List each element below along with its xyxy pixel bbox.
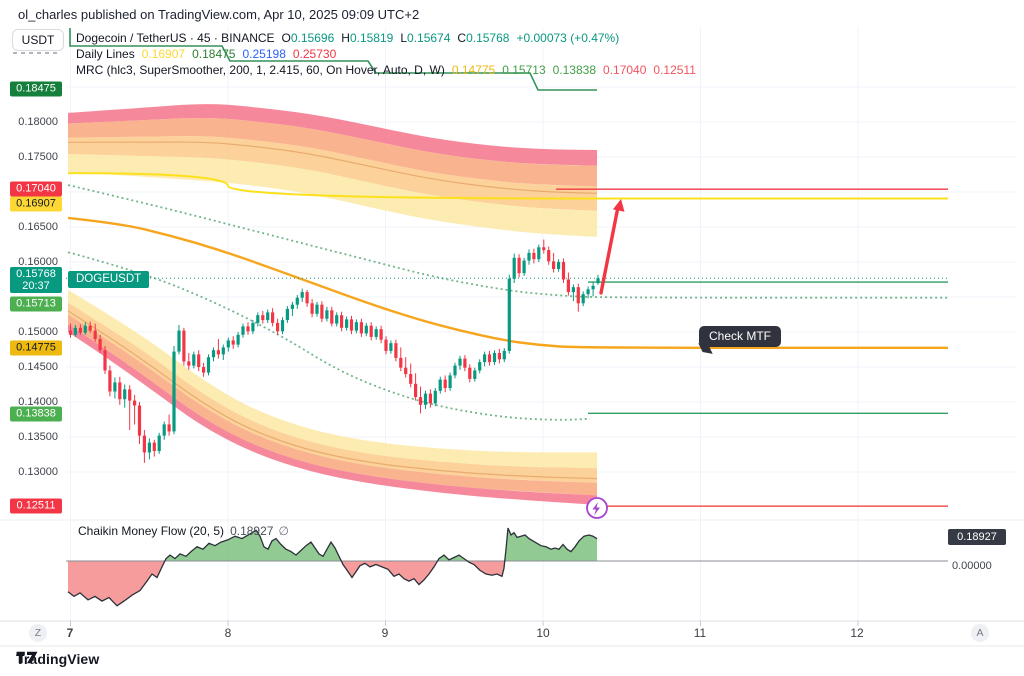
price-axis-label: 0.15000 bbox=[18, 326, 58, 338]
symbol-title: Dogecoin / TetherUS · 45 · BINANCE bbox=[76, 31, 275, 45]
currency-toggle-button[interactable]: USDT bbox=[12, 29, 64, 51]
indicator-value: 0.25730 bbox=[292, 47, 337, 61]
ohlc-values: O0.15696 H0.15819 L0.15674 C0.15768 +0.00073… bbox=[275, 31, 620, 45]
price-axis-label: 0.17500 bbox=[18, 151, 58, 163]
price-level-badge: 0.16907 bbox=[10, 196, 62, 212]
cmf-value: 0.18927 bbox=[230, 524, 274, 538]
price-axis-label: 0.14500 bbox=[18, 361, 58, 373]
lightning-alert-icon[interactable] bbox=[586, 497, 608, 519]
tradingview-logo[interactable]: TradingView bbox=[16, 651, 99, 667]
indicator-value: 0.15713 bbox=[502, 63, 546, 77]
daily-lines-values: 0.16907 0.18475 0.25198 0.25730 bbox=[135, 47, 337, 61]
ohlc-token: H0.15819 bbox=[341, 31, 394, 45]
cmf-value-badge: 0.18927 bbox=[948, 529, 1006, 545]
check-mtf-note: Check MTF bbox=[699, 326, 782, 347]
time-axis-label: 8 bbox=[224, 626, 232, 640]
published-line: ol_charles published on TradingView.com,… bbox=[18, 7, 420, 22]
scroll-left-edge-button[interactable]: Z bbox=[29, 624, 47, 642]
indicator-value: 0.13838 bbox=[552, 63, 597, 77]
daily-line-green-step bbox=[69, 28, 597, 91]
ohlc-token: O0.15696 bbox=[281, 31, 335, 45]
collapsed-toolbar-dashes-icon bbox=[13, 52, 59, 54]
cmf-title: Chaikin Money Flow (20, 5) bbox=[78, 524, 225, 538]
indicator-value: 0.16907 bbox=[141, 47, 186, 61]
last-price-badge: 0.15768 20:37 bbox=[10, 267, 62, 293]
mrc-mean-line bbox=[67, 216, 948, 349]
tradingview-logo-icon bbox=[16, 651, 38, 664]
price-axis-label: 0.13000 bbox=[18, 466, 58, 478]
mrc-upper-band bbox=[67, 104, 598, 237]
price-axis-label: 0.16500 bbox=[18, 221, 58, 233]
price-axis-label: 0.14000 bbox=[18, 396, 58, 408]
legend-mrc-row[interactable]: MRC (hlc3, SuperSmoother, 200, 1, 2.415,… bbox=[76, 62, 696, 78]
tradingview-logo-text: TradingView bbox=[16, 651, 100, 667]
ohlc-token: L0.15674 bbox=[400, 31, 451, 45]
change-value: +0.00073 (+0.47%) bbox=[516, 31, 620, 45]
daily-lines-label: Daily Lines bbox=[76, 47, 135, 61]
price-level-badge: 0.15713 bbox=[10, 296, 62, 312]
price-level-badge: 0.18475 bbox=[10, 81, 62, 97]
price-axis-label: 0.13500 bbox=[18, 431, 58, 443]
indicator-value: 0.12511 bbox=[653, 63, 696, 77]
indicator-value: 0.14775 bbox=[451, 63, 496, 77]
indicator-value: 0.18475 bbox=[192, 47, 236, 61]
indicator-value: 0.25198 bbox=[242, 47, 286, 61]
bullish-arrow-drawing bbox=[599, 199, 625, 295]
mrc-lower-inner-dotted bbox=[67, 251, 591, 421]
cmf-zero-label: 0.00000 bbox=[952, 560, 992, 572]
symbol-price-label: DOGEUSDT bbox=[68, 271, 150, 288]
cmf-legend-row[interactable]: Chaikin Money Flow (20, 5) 0.18927 ∅ bbox=[78, 524, 289, 538]
legend-daily-lines-row[interactable]: Daily Lines 0.16907 0.18475 0.25198 0.25730 bbox=[76, 46, 696, 62]
time-axis-label: 7 bbox=[66, 626, 74, 640]
price-axis-label: 0.16000 bbox=[18, 256, 58, 268]
time-axis-label: 11 bbox=[693, 626, 707, 640]
indicator-value: 0.17040 bbox=[603, 63, 647, 77]
time-axis-label: 9 bbox=[381, 626, 389, 640]
time-axis-label: 12 bbox=[850, 626, 864, 640]
price-level-badge: 0.13838 bbox=[10, 406, 62, 422]
mrc-lower-band bbox=[67, 290, 598, 505]
legend-symbol-row[interactable]: Dogecoin / TetherUS · 45 · BINANCE O0.156… bbox=[76, 30, 696, 46]
candles bbox=[68, 239, 600, 463]
price-level-badge: 0.12511 bbox=[10, 498, 62, 514]
chart-legend: Dogecoin / TetherUS · 45 · BINANCE O0.156… bbox=[76, 30, 696, 78]
publish-header: ol_charles published on TradingView.com,… bbox=[18, 7, 419, 22]
bar-countdown: 20:37 bbox=[22, 280, 50, 292]
time-axis-label: 10 bbox=[536, 626, 550, 640]
price-axis-label: 0.18000 bbox=[18, 116, 58, 128]
scroll-right-edge-button[interactable]: A bbox=[971, 624, 989, 642]
mrc-values: 0.14775 0.15713 0.13838 0.17040 0.12511 bbox=[445, 63, 696, 77]
last-price-value: 0.15768 bbox=[16, 268, 56, 280]
price-level-badge: 0.14775 bbox=[10, 340, 62, 356]
price-level-badge: 0.17040 bbox=[10, 181, 62, 197]
mrc-label: MRC (hlc3, SuperSmoother, 200, 1, 2.415,… bbox=[76, 63, 445, 77]
cmf-area bbox=[66, 527, 948, 607]
daily-line-yellow bbox=[67, 172, 948, 200]
hide-indicator-icon[interactable]: ∅ bbox=[278, 524, 289, 538]
ohlc-token: C0.15768 bbox=[457, 31, 510, 45]
